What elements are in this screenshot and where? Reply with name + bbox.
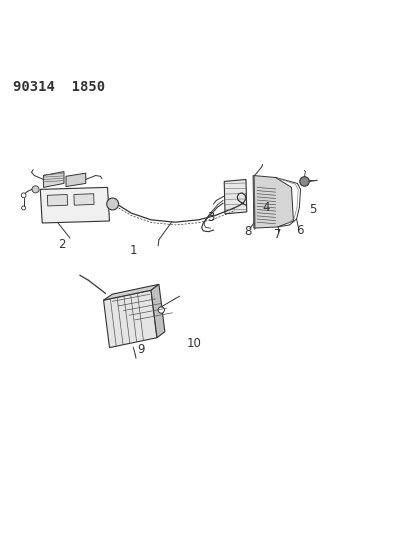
Polygon shape: [104, 290, 157, 348]
Polygon shape: [43, 172, 64, 188]
Text: 5: 5: [310, 203, 317, 216]
Text: 7: 7: [274, 228, 281, 240]
Text: 90314  1850: 90314 1850: [13, 80, 105, 94]
Polygon shape: [104, 284, 159, 300]
Circle shape: [107, 198, 119, 210]
Text: 10: 10: [187, 337, 202, 350]
Polygon shape: [40, 188, 110, 223]
Text: 8: 8: [244, 225, 252, 238]
Polygon shape: [66, 173, 86, 187]
Circle shape: [158, 307, 164, 313]
Circle shape: [21, 193, 26, 198]
Polygon shape: [74, 193, 94, 205]
Polygon shape: [224, 180, 247, 214]
Circle shape: [300, 177, 309, 186]
Polygon shape: [151, 284, 165, 338]
Text: 4: 4: [262, 200, 270, 214]
Text: 6: 6: [296, 224, 303, 237]
Polygon shape: [47, 195, 67, 206]
Polygon shape: [253, 175, 293, 228]
Text: 2: 2: [58, 238, 66, 251]
Circle shape: [32, 186, 39, 193]
Text: 3: 3: [207, 211, 214, 223]
Text: 9: 9: [137, 343, 145, 356]
Circle shape: [22, 206, 26, 210]
Text: 1: 1: [129, 244, 137, 257]
